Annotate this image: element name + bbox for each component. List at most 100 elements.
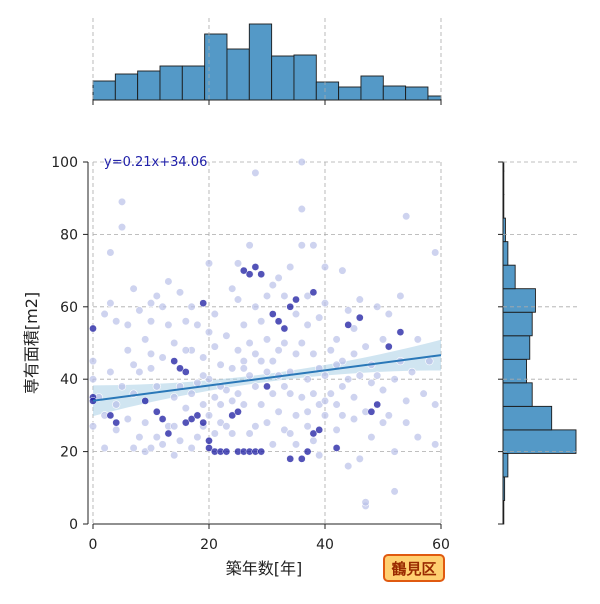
scatter-point (390, 487, 399, 496)
scatter-point-dense (257, 447, 266, 456)
scatter-point (251, 168, 260, 177)
scatter-point (187, 302, 196, 311)
scatter-point (181, 346, 190, 355)
scatter-point (141, 447, 150, 456)
scatter-point (112, 425, 121, 434)
y-histogram-bar (502, 335, 531, 360)
scatter-point (309, 389, 318, 398)
scatter-point (332, 400, 341, 409)
y-histogram-bar (502, 241, 509, 266)
scatter-point (286, 389, 295, 398)
scatter-point (239, 357, 248, 366)
main-axes (87, 162, 441, 525)
scatter-point (141, 335, 150, 344)
scatter-point (158, 440, 167, 449)
scatter-point-dense (257, 270, 266, 279)
scatter-point (274, 407, 283, 416)
scatter-point (135, 306, 144, 315)
scatter-point (216, 418, 225, 427)
scatter-point-dense (112, 418, 121, 427)
scatter-point (297, 157, 306, 167)
scatter-point-dense (152, 407, 161, 416)
scatter-point-dense (176, 364, 184, 373)
scatter-point (170, 451, 179, 460)
scatter-point (268, 280, 277, 290)
scatter-point-dense (292, 295, 300, 304)
scatter-point (141, 418, 150, 427)
scatter-point-dense (373, 400, 382, 409)
scatter-point (228, 284, 237, 293)
scatter-point (146, 299, 156, 308)
x-histogram-bar (382, 85, 407, 101)
scatter-point (117, 197, 127, 206)
y-tick-label: 0 (69, 517, 78, 533)
scatter-point (315, 451, 324, 460)
scatter-point-dense (170, 357, 179, 365)
scatter-point (187, 443, 196, 453)
scatter-point (384, 309, 393, 319)
scatter-point (419, 389, 428, 398)
scatter-point (390, 447, 399, 456)
scatter-point-dense (193, 411, 202, 420)
x-histogram-bar (92, 80, 116, 101)
scatter-point (344, 375, 353, 384)
scatter-point (390, 375, 399, 384)
scatter-point (349, 393, 359, 402)
scatter-point (210, 309, 219, 319)
scatter-point (338, 266, 347, 275)
scatter-points-dense (89, 263, 405, 463)
scatter-point (204, 259, 214, 268)
scatter-point (413, 433, 422, 442)
scatter-point (239, 364, 248, 373)
scatter-point-dense (355, 313, 364, 322)
y-axis-title: 専有面積[m2] (22, 292, 41, 394)
scatter-point (88, 375, 98, 384)
scatter-point (262, 335, 272, 344)
scatter-point (181, 404, 190, 413)
x-histogram-bar (159, 65, 183, 101)
scatter-point (402, 212, 411, 221)
scatter-point (257, 317, 266, 326)
scatter-point (164, 320, 173, 330)
scatter-point (413, 335, 422, 344)
scatter-point (228, 429, 237, 438)
scatter-point (100, 443, 109, 453)
scatter-point (280, 338, 289, 348)
scatter-point (344, 306, 353, 315)
scatter-point (233, 346, 243, 355)
x-tick-label: 60 (432, 537, 450, 553)
y-histogram-bar (502, 288, 536, 313)
scatter-point (332, 425, 341, 434)
scatter-point (378, 385, 388, 395)
x-histogram-bar (137, 70, 161, 101)
scatter-point (123, 414, 132, 424)
scatter-point (245, 371, 254, 380)
scatter-point (199, 353, 208, 362)
scatter-point (251, 302, 260, 311)
scatter-point (373, 371, 382, 380)
scatter-point (355, 454, 364, 463)
scatter-point (146, 317, 156, 326)
scatter-point (193, 378, 202, 387)
scatter-point-dense (384, 342, 393, 351)
scatter-point (431, 400, 440, 409)
scatter-point (106, 248, 115, 257)
scatter-point (239, 400, 248, 409)
x-axis-title: 築年数[年] (226, 559, 303, 578)
scatter-point (297, 204, 306, 214)
x-histogram-bar (204, 33, 228, 101)
y-tick-label: 40 (60, 372, 78, 388)
scatter-point (262, 291, 272, 301)
scatter-point (320, 411, 330, 420)
scatter-point (274, 346, 283, 355)
x-histogram-bar (360, 75, 384, 101)
scatter-point (320, 371, 330, 380)
scatter-points (88, 157, 440, 511)
scatter-point-dense (251, 263, 260, 271)
scatter-point (268, 357, 277, 366)
scatter-point-dense (315, 426, 324, 434)
scatter-point (199, 400, 208, 409)
y-histogram-bar (502, 382, 533, 407)
scatter-point (291, 440, 301, 449)
y-tick-label: 100 (51, 155, 78, 171)
